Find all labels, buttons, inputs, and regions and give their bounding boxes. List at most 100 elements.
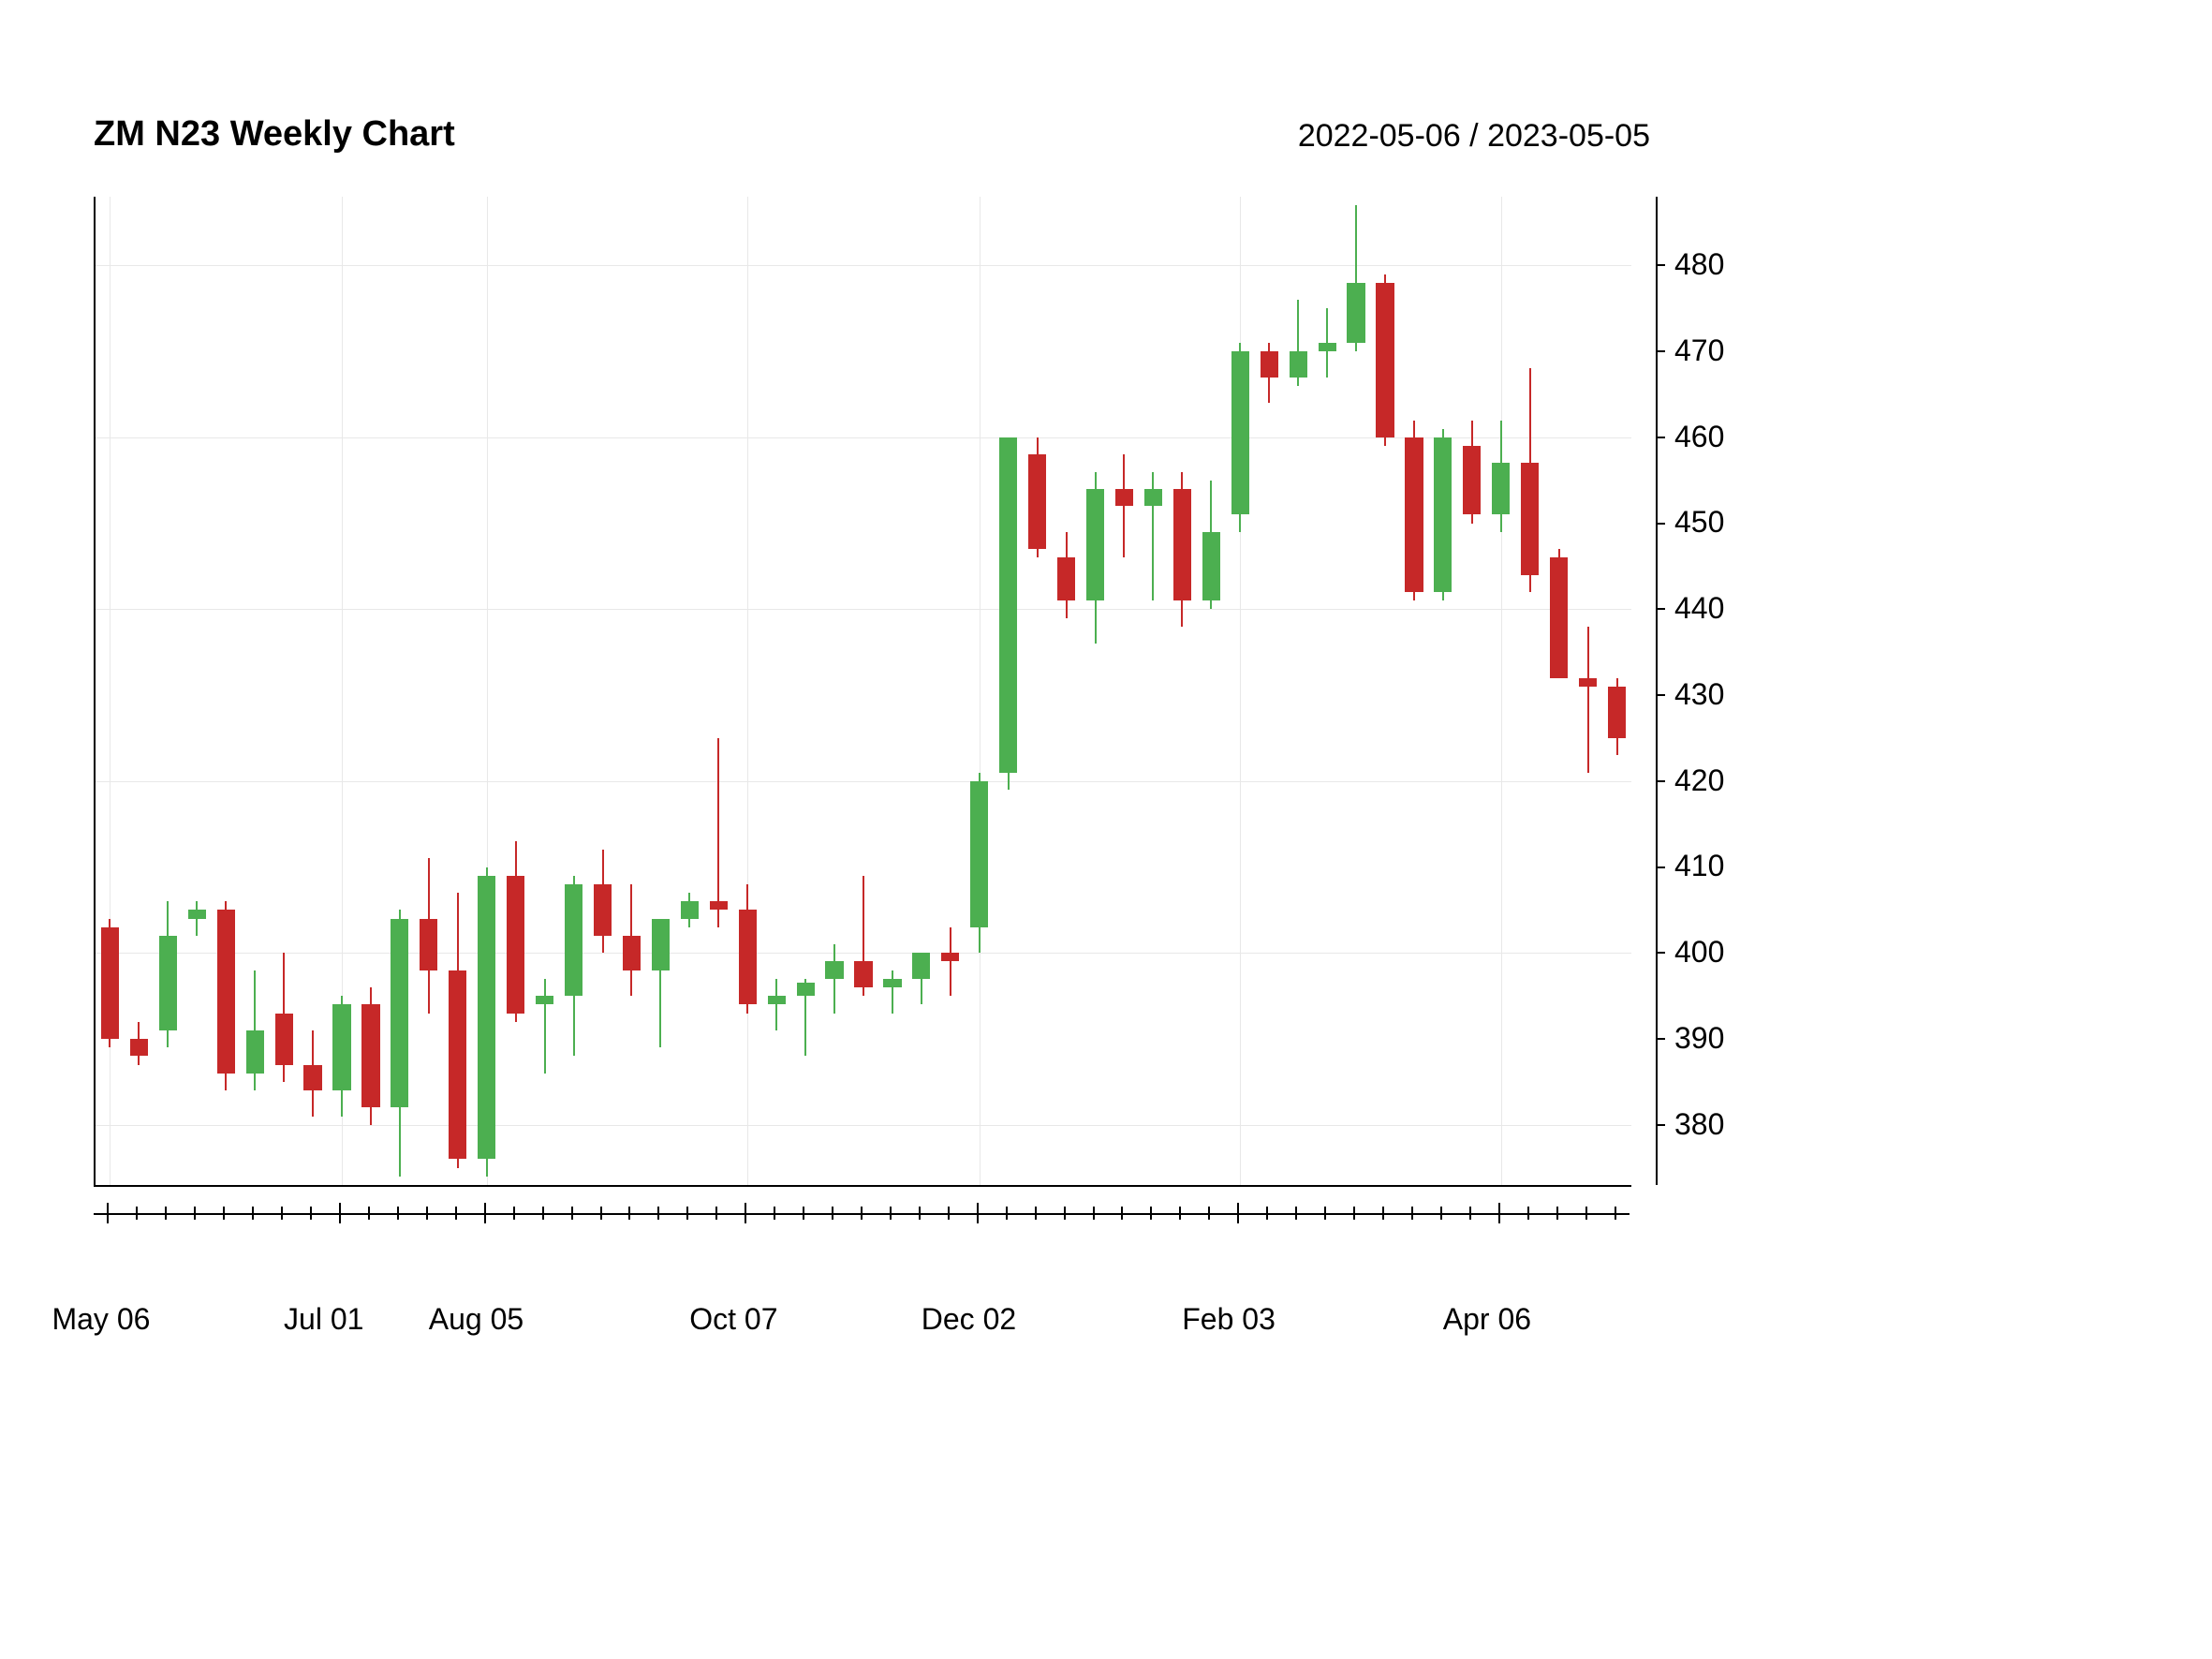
y-axis-label: 480 xyxy=(1674,247,1724,282)
y-axis-label: 390 xyxy=(1674,1021,1724,1056)
candle-body xyxy=(332,1004,350,1090)
x-minor-tick xyxy=(1585,1207,1587,1220)
x-minor-tick xyxy=(890,1207,892,1220)
candle-body xyxy=(478,876,495,1160)
candle-body xyxy=(303,1065,321,1091)
gridline-vertical xyxy=(980,197,981,1185)
x-minor-tick xyxy=(1121,1207,1123,1220)
candle-body xyxy=(1173,489,1191,600)
y-axis-label: 380 xyxy=(1674,1107,1724,1142)
gridline-horizontal xyxy=(96,1125,1631,1126)
candle-body xyxy=(1521,463,1539,574)
candle-body xyxy=(970,781,988,927)
y-axis-label: 430 xyxy=(1674,677,1724,712)
gridline-horizontal xyxy=(96,781,1631,782)
chart-title: ZM N23 Weekly Chart xyxy=(94,114,455,155)
candle-wick xyxy=(544,979,546,1074)
candle-wick xyxy=(717,738,719,927)
candle-body xyxy=(246,1030,264,1074)
candle-body xyxy=(681,901,699,918)
candle-body xyxy=(710,901,728,910)
y-tick xyxy=(1656,694,1665,696)
x-minor-tick xyxy=(1035,1207,1037,1220)
x-minor-tick xyxy=(455,1207,457,1220)
candle-body xyxy=(1550,557,1568,677)
candle-body xyxy=(1144,489,1162,506)
y-tick xyxy=(1656,1038,1665,1040)
x-minor-tick xyxy=(136,1207,138,1220)
x-minor-tick xyxy=(919,1207,921,1220)
x-minor-tick xyxy=(1179,1207,1181,1220)
plot-area xyxy=(94,197,1631,1187)
x-major-tick xyxy=(107,1203,109,1223)
x-minor-tick xyxy=(1615,1207,1616,1220)
candle-body xyxy=(623,936,641,970)
candle-body xyxy=(188,910,206,918)
candle-body xyxy=(101,927,119,1039)
gridline-horizontal xyxy=(96,609,1631,610)
candle-body xyxy=(1115,489,1133,506)
x-major-tick xyxy=(745,1203,746,1223)
x-minor-tick xyxy=(1093,1207,1095,1220)
candle-body xyxy=(420,919,437,970)
x-minor-tick xyxy=(861,1207,863,1220)
y-axis-label: 460 xyxy=(1674,420,1724,454)
x-axis-label: May 06 xyxy=(52,1302,150,1337)
candle-body xyxy=(1202,532,1220,600)
x-minor-tick xyxy=(1440,1207,1442,1220)
candle-body xyxy=(159,936,177,1030)
gridline-vertical xyxy=(747,197,748,1185)
x-minor-tick xyxy=(628,1207,630,1220)
x-minor-tick xyxy=(803,1207,804,1220)
candle-wick xyxy=(833,944,835,1013)
candle-body xyxy=(1376,283,1394,437)
gridline-vertical xyxy=(1501,197,1502,1185)
y-axis-label: 440 xyxy=(1674,591,1724,626)
x-axis-label: Jul 01 xyxy=(284,1302,363,1337)
x-minor-tick xyxy=(1382,1207,1384,1220)
candle-body xyxy=(217,910,235,1073)
x-minor-tick xyxy=(1266,1207,1268,1220)
y-tick xyxy=(1656,608,1665,610)
candle-body xyxy=(507,876,524,1014)
y-tick xyxy=(1656,264,1665,266)
x-minor-tick xyxy=(165,1207,167,1220)
candle-body xyxy=(1608,687,1626,738)
candle-body xyxy=(391,919,408,1108)
x-minor-tick xyxy=(252,1207,254,1220)
candle-body xyxy=(536,996,553,1004)
x-minor-tick xyxy=(774,1207,775,1220)
candle-body xyxy=(594,884,612,936)
candle-body xyxy=(130,1039,148,1056)
x-minor-tick xyxy=(542,1207,544,1220)
x-minor-tick xyxy=(1411,1207,1413,1220)
y-tick xyxy=(1656,867,1665,868)
candle-body xyxy=(361,1004,379,1107)
candle-body xyxy=(275,1014,293,1065)
x-minor-tick xyxy=(1556,1207,1558,1220)
x-major-tick xyxy=(484,1203,486,1223)
x-minor-tick xyxy=(1469,1207,1471,1220)
x-axis-label: Feb 03 xyxy=(1182,1302,1276,1337)
candle-body xyxy=(1347,283,1364,343)
candle-body xyxy=(941,953,959,961)
y-tick xyxy=(1656,1124,1665,1126)
candle-body xyxy=(652,919,670,970)
x-minor-tick xyxy=(194,1207,196,1220)
y-axis-label: 410 xyxy=(1674,849,1724,883)
x-minor-tick xyxy=(223,1207,225,1220)
x-minor-tick xyxy=(686,1207,688,1220)
x-minor-tick xyxy=(1150,1207,1152,1220)
candle-wick xyxy=(1587,627,1589,773)
x-minor-tick xyxy=(715,1207,717,1220)
x-minor-tick xyxy=(1295,1207,1297,1220)
x-minor-tick xyxy=(1324,1207,1326,1220)
gridline-horizontal xyxy=(96,265,1631,266)
chart-date-range: 2022-05-06 / 2023-05-05 xyxy=(1298,118,1650,155)
candle-body xyxy=(1028,454,1046,549)
y-axis-label: 470 xyxy=(1674,333,1724,368)
y-tick xyxy=(1656,523,1665,525)
candle-body xyxy=(912,953,930,979)
x-minor-tick xyxy=(397,1207,399,1220)
candle-body xyxy=(1086,489,1104,600)
